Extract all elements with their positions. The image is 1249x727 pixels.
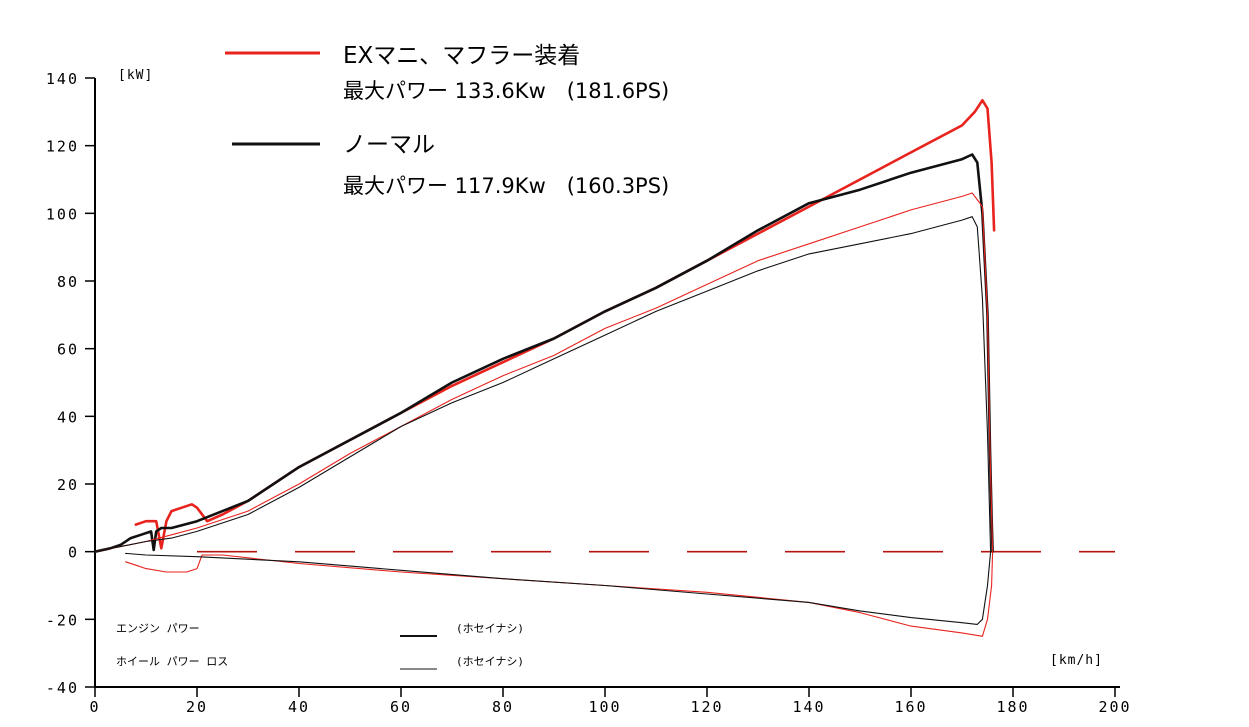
inner-legend-note-engine: (ホセイナシ) [456, 622, 524, 635]
y-tick-label: 100 [46, 205, 79, 223]
series-line-4 [125, 551, 994, 637]
x-tick-label: 140 [792, 698, 825, 716]
inner-legend: エンジン パワー (ホセイナシ) ホイール パワー ロス (ホセイナシ) [116, 622, 524, 670]
y-tick-label: 40 [57, 408, 79, 426]
series-line-3 [94, 216, 992, 553]
x-tick-label: 180 [996, 698, 1029, 716]
series-line-5 [125, 551, 992, 625]
inner-legend-label-wheel: ホイール パワー ロス [116, 655, 228, 668]
x-unit-label: [km/h] [1050, 653, 1103, 668]
y-tick-label: 60 [57, 341, 79, 359]
x-tick-label: 20 [186, 698, 208, 716]
main-legend: EXマニ、マフラー装着 最大パワー 133.6Kw (181.6PS) ノーマル… [225, 43, 669, 198]
axes [94, 78, 1120, 688]
legend-name-exmani: EXマニ、マフラー装着 [343, 43, 580, 69]
series-line-2 [94, 192, 994, 553]
x-tick-label: 100 [588, 698, 621, 716]
y-tick-label: 20 [57, 476, 79, 494]
inner-legend-label-engine: エンジン パワー [116, 622, 200, 635]
x-tick-label: 120 [690, 698, 723, 716]
inner-legend-note-wheel: (ホセイナシ) [456, 655, 524, 668]
y-tick-label: 140 [46, 70, 79, 88]
x-tick-label: 200 [1098, 698, 1131, 716]
y-tick-label: -40 [46, 679, 79, 697]
series-line-1 [93, 153, 994, 554]
series-line-0 [134, 99, 996, 550]
x-tick-label: 40 [288, 698, 310, 716]
y-unit-label: [kW] [118, 68, 153, 83]
x-tick-label: 60 [390, 698, 412, 716]
series-layer [93, 99, 996, 637]
x-ticks: 0 20 40 60 80 100 120 140 160 180 200 [89, 687, 1131, 716]
y-ticks: 140 120 100 80 60 40 20 0 -20 -40 [46, 70, 95, 697]
x-tick-label: 0 [89, 698, 100, 716]
legend-detail-exmani: 最大パワー 133.6Kw (181.6PS) [343, 79, 669, 103]
y-tick-label: 80 [57, 273, 79, 291]
legend-name-normal: ノーマル [343, 132, 435, 158]
y-tick-label: 120 [46, 138, 79, 156]
legend-detail-normal: 最大パワー 117.9Kw (160.3PS) [343, 174, 669, 198]
y-tick-label: 0 [68, 544, 79, 562]
y-tick-label: -20 [46, 611, 79, 629]
x-tick-label: 160 [894, 698, 927, 716]
x-tick-label: 80 [492, 698, 514, 716]
